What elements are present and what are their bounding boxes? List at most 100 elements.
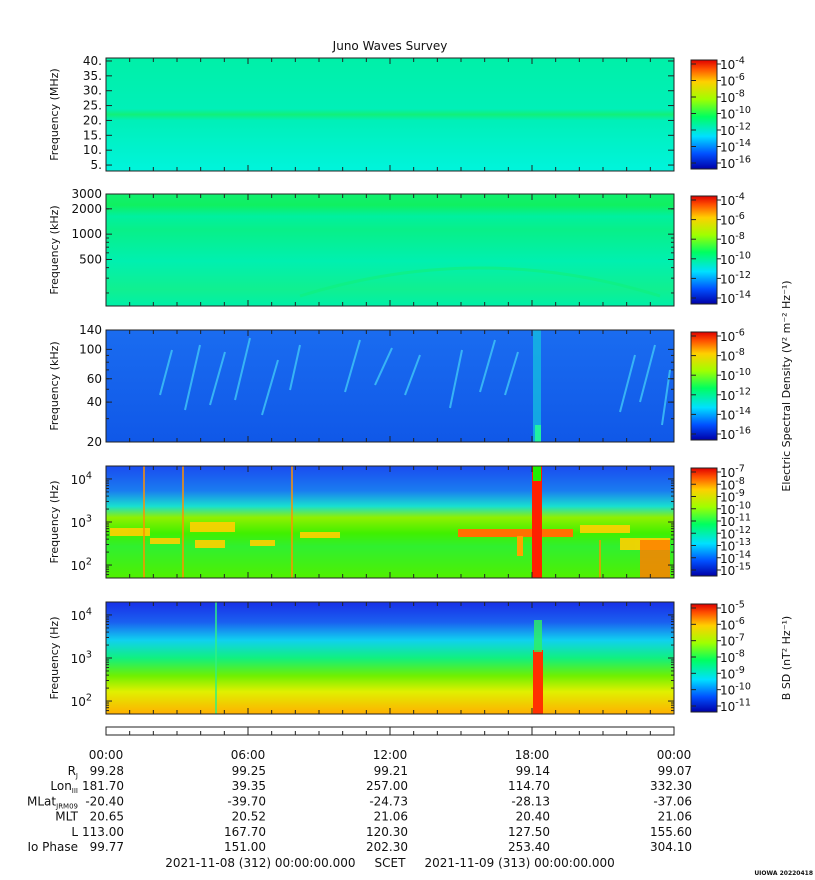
spectrogram-bursts (159, 337, 671, 426)
ephemeris-value: 99.77 (90, 840, 124, 854)
panel-lfr-high (106, 330, 674, 442)
y-axis-label: Frequency (Hz) (48, 481, 61, 564)
ephemeris-value: 202.30 (366, 840, 408, 854)
colorbar-tick-label: 10-12 (720, 525, 751, 541)
y-tick-label: 102 (71, 693, 92, 709)
credit-label: UIOWA 20220418 (754, 870, 813, 877)
ephemeris-value: 20.40 (516, 810, 550, 824)
time-label: 00:00 (89, 748, 124, 762)
colorbar-tick-label: 10-14 (720, 406, 751, 422)
colorbar-tick-label: 10-9 (720, 488, 745, 504)
y-tick-label: 20 (87, 435, 102, 449)
panel-hfr-high (106, 58, 674, 171)
colorbar-tick-label: 10-4 (720, 192, 745, 208)
colorbar-tick-label: 10-14 (720, 138, 751, 154)
spectrogram-horizontal-band (458, 529, 573, 537)
colorbar-tick-label: 10-7 (720, 464, 745, 480)
colorbar (690, 603, 718, 713)
colorbar-tick-label: 10-9 (720, 665, 745, 681)
y-tick-label: 20. (83, 113, 102, 127)
colorbar-label: Electric Spectral Density (V² m⁻² Hz⁻¹) (780, 280, 793, 491)
ephemeris-row-label: MLT (55, 810, 78, 824)
ephemeris-value: 113.00 (82, 825, 124, 839)
spectrogram-band-stub (517, 536, 523, 556)
spectrogram-hfr-high (106, 58, 674, 171)
spectrogram-mag-event (533, 650, 543, 714)
colorbar-tick-label: 10-11 (720, 698, 751, 714)
y-tick-label: 100 (79, 342, 102, 356)
colorbar-tick-label: 10-5 (720, 600, 745, 616)
time-label: 18:00 (515, 748, 550, 762)
y-axis-label: Frequency (kHz) (48, 341, 61, 430)
ephemeris-value: 20.52 (232, 810, 266, 824)
y-tick-label: 60 (87, 372, 102, 386)
time-label: 06:00 (231, 748, 266, 762)
colorbar-tick-label: 10-10 (720, 105, 751, 121)
ephemeris-value: 20.65 (90, 810, 124, 824)
ephemeris-table: 00:00 06:00 12:00 18:00 00:00 RJ 99.28 99.25 99.… (27, 748, 692, 854)
colorbar-tick-label: 10-8 (720, 347, 745, 363)
y-tick-label: 104 (71, 471, 92, 487)
ephemeris-value: -24.73 (369, 794, 408, 808)
y-axis-label: Frequency (MHz) (48, 68, 61, 160)
spectrogram-mag (106, 602, 674, 714)
y-tick-label: 40 (87, 395, 102, 409)
spectrogram-hfr-low (106, 194, 674, 306)
y-axis-label: Frequency (Hz) (48, 617, 61, 700)
colorbar-tick-label: 10-4 (720, 56, 745, 72)
colorbar-tick-label: 10-8 (720, 476, 745, 492)
y-tick-label: 10. (83, 143, 102, 157)
y-tick-label: 103 (71, 650, 92, 666)
ephemeris-value: 99.28 (90, 764, 124, 778)
ephemeris-value: -28.13 (511, 794, 550, 808)
ephemeris-value: 151.00 (224, 840, 266, 854)
colorbar-label: B SD (nT² Hz⁻¹) (780, 616, 793, 700)
y-tick-label: 2000 (71, 202, 102, 216)
colorbar-tick-label: 10-12 (720, 270, 751, 286)
ephemeris-value: 167.70 (224, 825, 266, 839)
spectrogram-mag-event-top (534, 620, 542, 652)
colorbar-tick-label: 10-10 (720, 250, 751, 266)
y-tick-label: 140 (79, 323, 102, 337)
colorbar-tick-label: 10-10 (720, 681, 751, 697)
colorbar-tick-label: 10-16 (720, 155, 751, 171)
ephemeris-value: 127.50 (508, 825, 550, 839)
y-tick-label: 500 (79, 252, 102, 266)
ephemeris-value: 155.60 (650, 825, 692, 839)
ephemeris-value: -20.40 (85, 794, 124, 808)
ephemeris-value: -39.70 (227, 794, 266, 808)
colorbar-tick-label: 10-10 (720, 367, 751, 383)
colorbar-tick-label: 10-6 (720, 211, 745, 227)
y-tick-label: 102 (71, 557, 92, 573)
colorbar (690, 331, 718, 441)
y-tick-label: 103 (71, 514, 92, 530)
y-tick-label: 40. (83, 54, 102, 68)
colorbar-tick-label: 10-8 (720, 649, 745, 665)
y-tick-label: 35. (83, 69, 102, 83)
spectrogram-lfr-high (106, 330, 674, 442)
colorbar-tick-label: 10-10 (720, 500, 751, 516)
colorbar (690, 59, 718, 170)
colorbar (690, 467, 718, 577)
y-tick-label: 5. (91, 158, 102, 172)
colorbar-tick-label: 10-12 (720, 386, 751, 402)
spectrogram-event-core (535, 425, 541, 442)
y-tick-label: 30. (83, 84, 102, 98)
colorbar-tick-label: 10-12 (720, 122, 751, 138)
ephemeris-value: -37.06 (653, 794, 692, 808)
ephemeris-value: 181.70 (82, 779, 124, 793)
colorbars: 10-410-610-810-1010-1210-1410-1610-410-6… (690, 56, 793, 714)
y-axis-label: Frequency (kHz) (48, 205, 61, 294)
ephemeris-value: 21.06 (374, 810, 408, 824)
time-label: 00:00 (657, 748, 692, 762)
ephemeris-value: 21.06 (658, 810, 692, 824)
ephemeris-value: 120.30 (366, 825, 408, 839)
colorbar-tick-label: 10-8 (720, 89, 745, 105)
colorbar-tick-label: 10-14 (720, 290, 751, 306)
ephemeris-row-label: LonIII (50, 779, 78, 795)
y-tick-label: 104 (71, 607, 92, 623)
ephemeris-value: 114.70 (508, 779, 550, 793)
y-axes: 40.35.30.25.20.15.10.5. Frequency (MHz) 30… (48, 54, 674, 712)
colorbar-tick-label: 10-16 (720, 426, 751, 442)
y-tick-label: 3000 (71, 187, 102, 201)
